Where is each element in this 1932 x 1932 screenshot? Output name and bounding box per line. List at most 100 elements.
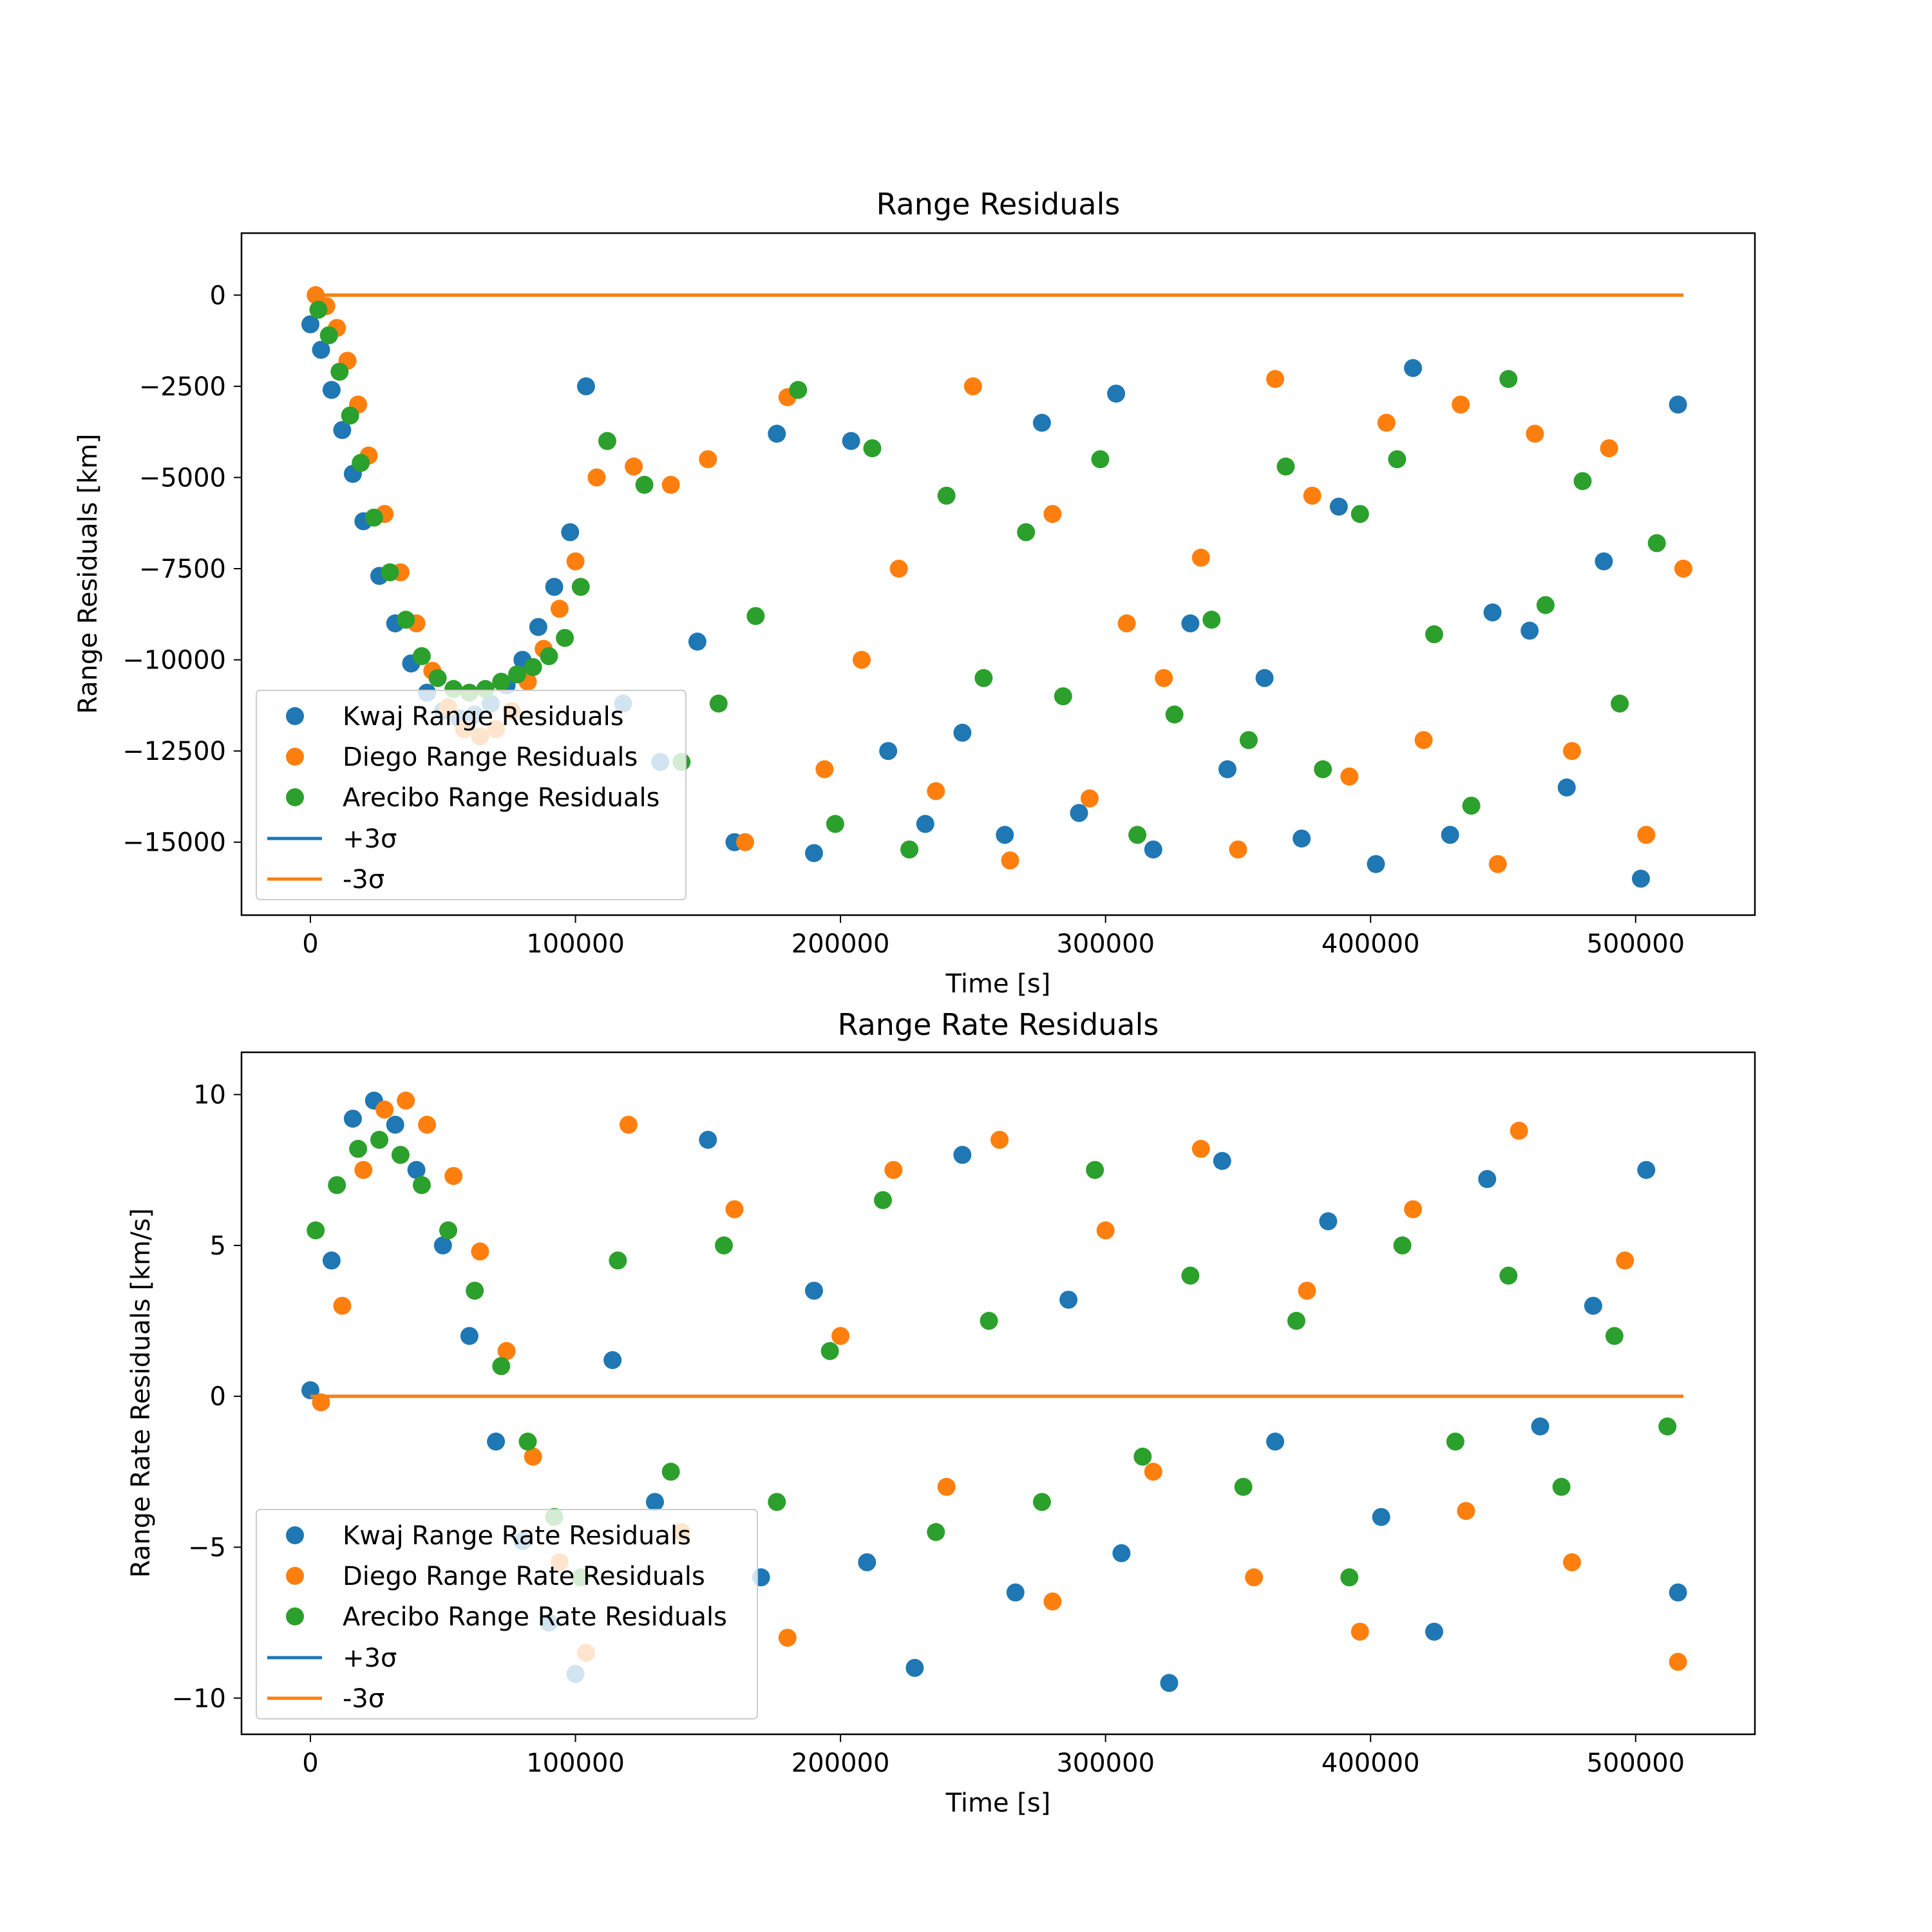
y-axis-ticks: 0 −2500 −5000 −7500 −10000 −12500 −15000 — [122, 281, 242, 858]
data-point-series-2 — [1611, 694, 1629, 713]
data-point-series-0 — [1218, 760, 1236, 779]
data-point-series-2 — [1287, 1312, 1305, 1330]
data-point-series-0 — [301, 315, 319, 334]
data-point-series-0 — [1520, 621, 1539, 640]
data-point-series-1 — [1457, 1502, 1475, 1520]
data-point-series-1 — [736, 833, 754, 851]
data-point-series-2 — [439, 1221, 457, 1240]
legend-label-diego: Diego Range Residuals — [343, 743, 638, 772]
legend-label-plus3sigma: +3σ — [343, 1643, 397, 1673]
data-point-series-1 — [963, 377, 982, 395]
data-point-series-2 — [609, 1251, 627, 1270]
data-point-series-2 — [1340, 1568, 1359, 1587]
data-point-series-2 — [768, 1493, 786, 1511]
x-axis-ticks: 0 100000 200000 300000 400000 500000 — [302, 1734, 1685, 1778]
data-point-series-0 — [1144, 840, 1162, 859]
legend: Kwaj Range Rate Residuals Diego Range Ra… — [256, 1509, 758, 1719]
data-point-series-2 — [466, 1282, 484, 1300]
data-point-series-0 — [1441, 826, 1459, 844]
data-point-series-0 — [805, 1282, 823, 1300]
data-point-series-2 — [635, 475, 654, 494]
data-point-series-2 — [1128, 826, 1147, 844]
data-point-series-1 — [1155, 668, 1173, 687]
data-point-series-1 — [778, 1629, 797, 1647]
data-point-series-0 — [1531, 1417, 1549, 1435]
y-tick-label: −5 — [188, 1533, 226, 1562]
data-point-series-2 — [746, 607, 765, 625]
y-tick-label: −5000 — [139, 463, 226, 493]
data-point-series-0 — [322, 1251, 341, 1270]
data-point-series-0 — [1006, 1583, 1025, 1602]
data-point-series-0 — [577, 377, 595, 395]
chart-title: Range Residuals — [876, 187, 1121, 222]
data-point-series-0 — [312, 341, 330, 359]
data-point-series-0 — [1584, 1296, 1602, 1315]
plot-frame — [240, 1051, 1756, 1736]
data-point-series-1 — [1001, 851, 1019, 870]
x-tick-label: 400000 — [1321, 1748, 1420, 1778]
data-point-series-0 — [1070, 804, 1088, 822]
data-point-series-1 — [1144, 1463, 1162, 1481]
data-point-series-0 — [1367, 855, 1385, 873]
data-point-series-0 — [1293, 829, 1311, 848]
x-axis-ticks: 0 100000 200000 300000 400000 500000 — [302, 915, 1685, 959]
data-point-series-1 — [1191, 1139, 1210, 1158]
data-point-series-2 — [1181, 1266, 1200, 1285]
x-tick-label: 100000 — [526, 929, 625, 959]
data-point-series-2 — [1133, 1447, 1152, 1466]
data-point-series-2 — [391, 1146, 410, 1164]
data-point-series-1 — [889, 560, 908, 578]
data-point-series-2 — [709, 694, 728, 713]
y-axis-label: Range Residuals [km] — [73, 433, 103, 714]
data-point-series-0 — [1478, 1170, 1497, 1188]
data-point-series-2 — [1239, 731, 1258, 750]
data-point-series-0 — [333, 421, 352, 439]
data-point-series-0 — [699, 1130, 717, 1149]
data-point-series-2 — [1350, 505, 1369, 524]
data-point-series-0 — [1319, 1212, 1338, 1231]
y-tick-label: −12500 — [122, 737, 226, 766]
data-point-series-1 — [1414, 731, 1433, 750]
legend-marker-kwaj — [286, 1526, 304, 1544]
data-point-series-0 — [1112, 1544, 1131, 1562]
data-point-series-0 — [1557, 778, 1576, 797]
data-point-series-1 — [550, 600, 569, 618]
data-point-series-1 — [831, 1327, 850, 1345]
data-point-series-1 — [397, 1092, 415, 1110]
data-point-series-1 — [1229, 840, 1247, 859]
data-point-series-1 — [1043, 505, 1062, 524]
data-point-series-0 — [879, 742, 898, 761]
data-point-series-2 — [974, 668, 993, 687]
data-point-series-1 — [1452, 395, 1470, 414]
plot-frame — [240, 232, 1756, 916]
data-point-series-1 — [853, 650, 871, 669]
legend-marker-arecibo — [286, 1607, 304, 1625]
x-tick-label: 500000 — [1586, 929, 1685, 959]
legend-label-kwaj: Kwaj Range Rate Residuals — [343, 1521, 691, 1551]
y-axis-label: Range Rate Residuals [km/s] — [126, 1208, 156, 1578]
data-point-series-1 — [1303, 486, 1321, 505]
data-point-series-2 — [1605, 1327, 1624, 1345]
data-point-series-2 — [1276, 457, 1295, 476]
data-point-series-1 — [725, 1200, 744, 1218]
data-point-series-1 — [1245, 1568, 1264, 1587]
data-point-series-0 — [1637, 1160, 1656, 1179]
data-point-series-2 — [397, 611, 415, 629]
data-point-series-0 — [1181, 614, 1200, 632]
data-point-series-2 — [508, 665, 526, 684]
y-tick-label: −10000 — [122, 646, 226, 676]
data-point-series-2 — [556, 629, 574, 647]
legend-label-minus3sigma: -3σ — [343, 1684, 384, 1714]
x-tick-label: 100000 — [526, 1748, 625, 1778]
data-point-series-0 — [688, 632, 706, 651]
legend-label-arecibo: Arecibo Range Rate Residuals — [343, 1602, 727, 1632]
data-point-series-0 — [905, 1658, 924, 1677]
data-point-series-1 — [1404, 1200, 1423, 1218]
data-point-series-2 — [1573, 472, 1592, 491]
data-point-series-2 — [492, 1357, 511, 1376]
data-point-series-0 — [1372, 1508, 1390, 1526]
x-tick-label: 200000 — [791, 1748, 890, 1778]
y-tick-label: −7500 — [139, 554, 226, 584]
data-point-series-0 — [1329, 497, 1348, 516]
data-point-series-2 — [927, 1523, 945, 1541]
